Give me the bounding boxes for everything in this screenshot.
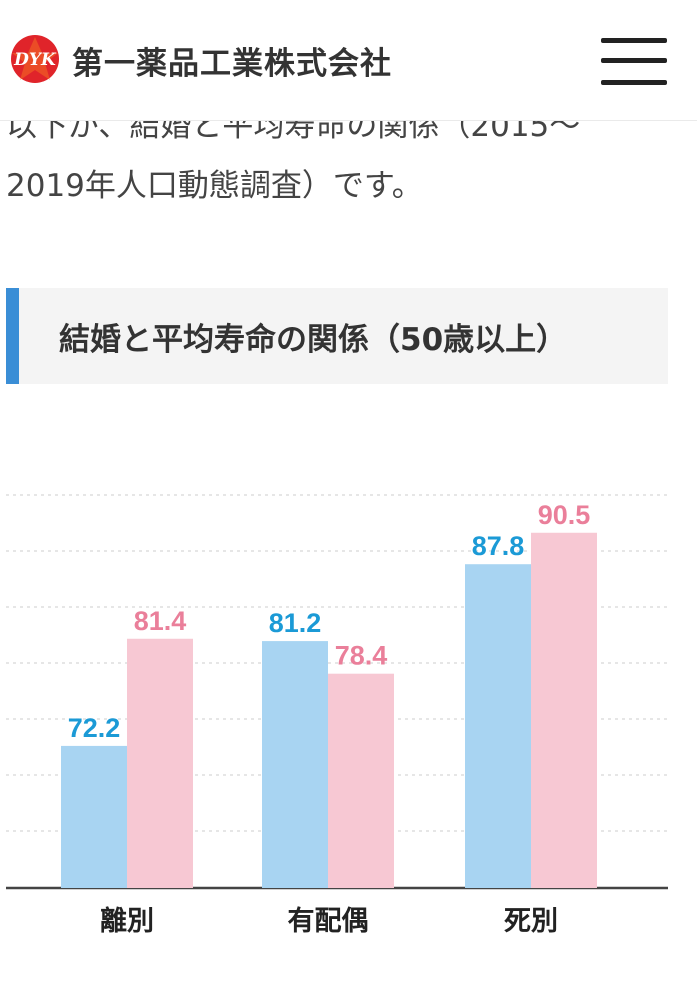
data-label: 81.4 (134, 606, 187, 636)
intro-line-2: 2019年人口動態調査）です。 (6, 168, 423, 204)
menu-bar-icon (601, 38, 667, 43)
data-label: 72.2 (68, 713, 121, 743)
category-label: 離別 (100, 905, 154, 937)
hamburger-menu-button[interactable] (598, 36, 670, 88)
section-heading: 結婚と平均寿命の関係（50歳以上） (6, 288, 668, 384)
bar-series-1 (61, 745, 127, 888)
menu-bar-icon (601, 80, 667, 85)
site-header: DYK 第一薬品工業株式会社 (0, 0, 697, 121)
company-logo-icon[interactable]: DYK (6, 33, 64, 85)
data-label: 78.4 (335, 641, 388, 671)
bar-series-2 (127, 638, 193, 888)
menu-bar-icon (601, 58, 667, 63)
data-label: 90.5 (538, 500, 591, 530)
bar-series-1 (262, 641, 328, 888)
logo-text: DYK (13, 50, 57, 70)
data-label: 81.2 (269, 608, 322, 638)
life-expectancy-bar-chart: 72.2 81.4 離別 81.2 78.4 有配偶 87.8 90.5 死別 (6, 494, 668, 937)
company-name[interactable]: 第一薬品工業株式会社 (72, 46, 392, 82)
category-label: 死別 (504, 906, 558, 937)
data-label: 87.8 (472, 531, 525, 561)
bar-series-2 (328, 673, 394, 888)
bar-series-1 (465, 564, 531, 888)
section-title: 結婚と平均寿命の関係（50歳以上） (59, 322, 568, 358)
bar-series-2 (531, 532, 597, 888)
category-label: 有配偶 (288, 906, 369, 937)
